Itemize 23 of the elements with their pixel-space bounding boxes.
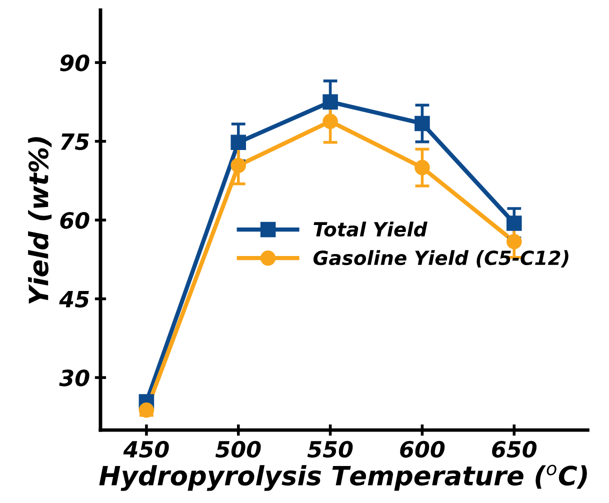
point	[506, 234, 522, 250]
x-tick-label: 650	[492, 440, 537, 458]
x-axis-title: Hydropyrolysis Temperature ($^{o}$C)	[99, 464, 587, 491]
x-tick-label: 550	[307, 440, 353, 458]
x-tick-label: 600	[400, 440, 445, 458]
x-tick-label: 450	[123, 440, 169, 458]
y-tick-label: 45	[59, 291, 89, 308]
point	[414, 160, 430, 176]
point	[230, 158, 246, 174]
y-tick-label: 30	[59, 370, 90, 386]
point	[506, 216, 522, 231]
point	[322, 114, 338, 129]
legend-label: Total Yield	[314, 222, 428, 237]
point	[138, 402, 154, 418]
y-tick-label: 75	[60, 134, 89, 150]
y-axis-title: Yield (wt%)	[28, 137, 52, 304]
y-tick-label: 60	[60, 212, 90, 229]
point	[230, 134, 246, 150]
point	[322, 94, 338, 110]
y-tick-label: 90	[60, 54, 90, 72]
point	[414, 116, 430, 132]
x-tick-label: 500	[215, 440, 261, 458]
legend-label: Gasoline Yield (C5-C12)	[313, 250, 568, 268]
